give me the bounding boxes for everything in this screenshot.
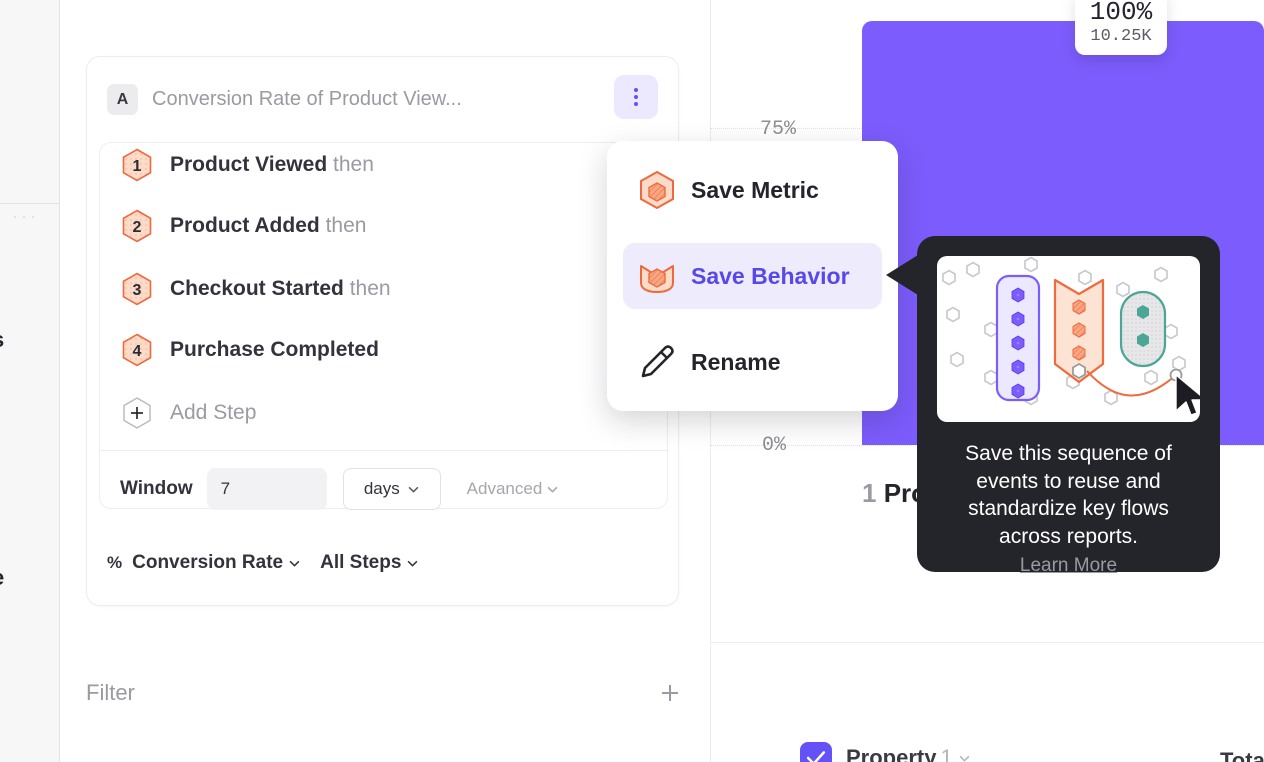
- svg-text:4: 4: [133, 343, 142, 360]
- svg-text:1: 1: [133, 158, 142, 175]
- svg-text:2: 2: [133, 219, 142, 236]
- svg-text:3: 3: [133, 282, 142, 299]
